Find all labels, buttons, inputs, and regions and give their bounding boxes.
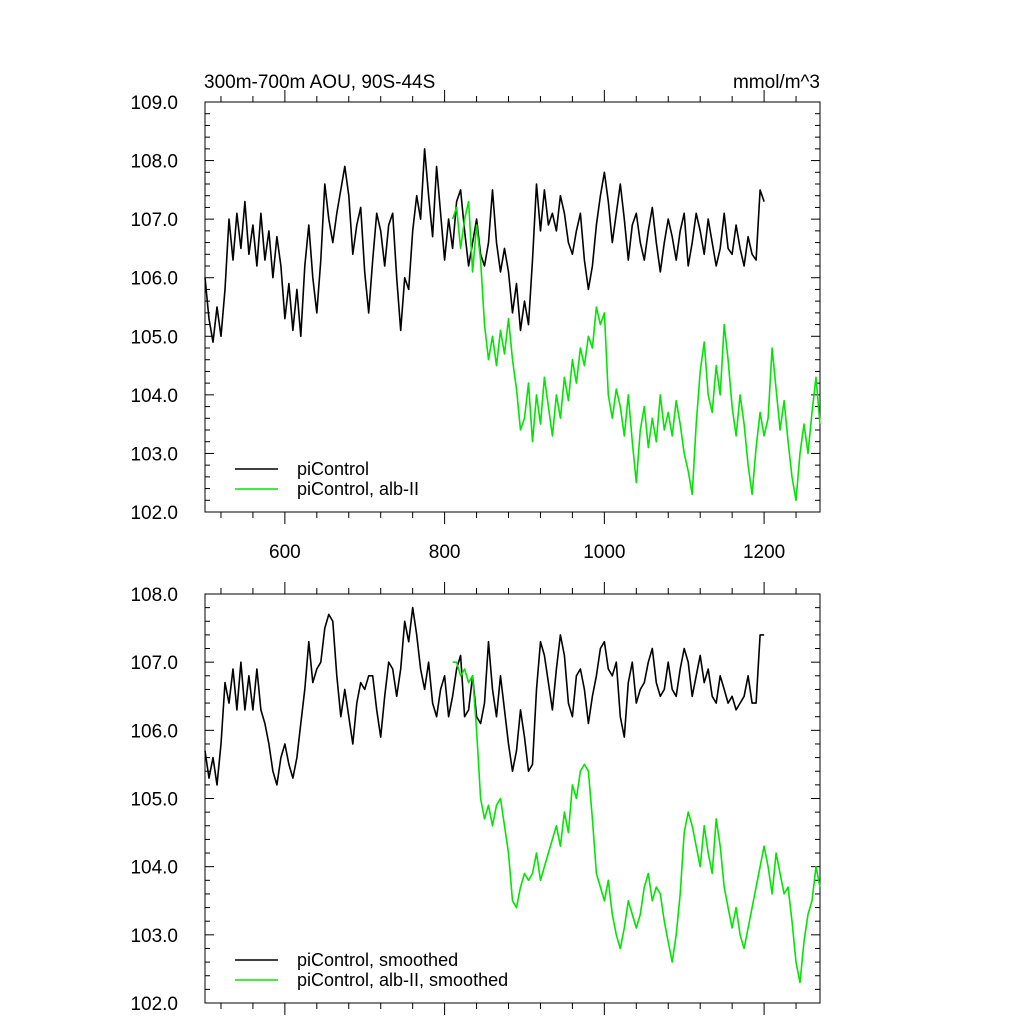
legend-label: piControl, smoothed	[297, 950, 458, 970]
y-tick-label: 108.0	[130, 152, 178, 173]
legend-label: piControl, alb-II	[297, 479, 419, 499]
y-tick-label: 107.0	[130, 653, 178, 674]
y-tick-label: 102.0	[130, 994, 178, 1015]
x-tick-labels: 600 800 1000 1200	[269, 542, 785, 563]
x-tick-label: 1000	[583, 542, 625, 563]
y-tick-label: 104.0	[130, 386, 178, 407]
series-line-picontrol-alb-ii	[451, 200, 821, 502]
legend-label: piControl	[297, 459, 369, 479]
series-line-picontrol	[204, 148, 765, 343]
x-axis-ticks	[220, 90, 797, 524]
series-line-picontrol	[204, 606, 765, 786]
y-tick-label: 106.0	[130, 269, 178, 290]
series-line-picontrol-alb-ii	[452, 661, 821, 984]
y-tick-label: 109.0	[130, 93, 178, 114]
y-tick-label: 106.0	[130, 721, 178, 742]
x-tick-label: 600	[269, 542, 301, 563]
plot-frame	[204, 101, 821, 513]
y-tick-label: 105.0	[130, 327, 178, 348]
y-tick-label: 108.0	[130, 585, 178, 606]
x-tick-label: 1200	[743, 542, 785, 563]
x-tick-label: 800	[429, 542, 461, 563]
legend-label: piControl, alb-II, smoothed	[297, 970, 508, 990]
y-tick-label: 103.0	[130, 444, 178, 465]
y-tick-label: 104.0	[130, 858, 178, 879]
plot-frame	[204, 593, 821, 1004]
x-axis-ticks	[220, 582, 797, 1015]
y-tick-label: 103.0	[130, 926, 178, 947]
y-axis-ticks	[205, 593, 820, 1004]
top-panel: 300m-700m AOU, 90S-44S mmol/m^3 102.0 103…	[130, 72, 821, 563]
chart-title: 300m-700m AOU, 90S-44S	[204, 72, 435, 93]
y-tick-labels: 102.0 103.0 104.0 105.0 106.0 107.0 108.0 109.0	[130, 93, 178, 524]
bottom-panel: 102.0 103.0 104.0 105.0 106.0 107.0 108.0 piCon…	[130, 582, 821, 1015]
y-tick-label: 105.0	[130, 790, 178, 811]
y-tick-labels: 102.0 103.0 104.0 105.0 106.0 107.0 108.0	[130, 585, 178, 1015]
y-tick-label: 102.0	[130, 503, 178, 524]
units-label: mmol/m^3	[733, 72, 820, 93]
y-tick-label: 107.0	[130, 210, 178, 231]
